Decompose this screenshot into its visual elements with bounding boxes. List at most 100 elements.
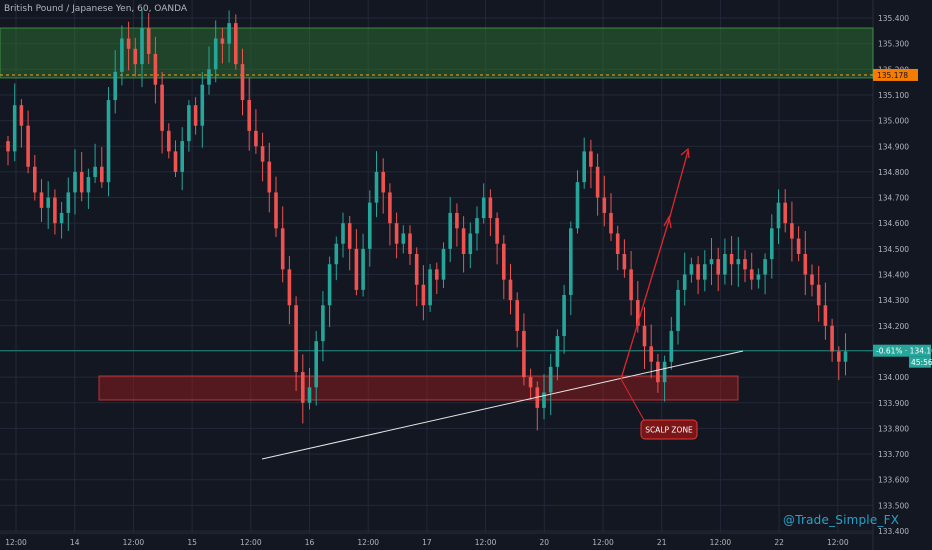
bullish-arrow-line-1 [620, 219, 670, 380]
candle-body [595, 166, 600, 198]
candle-body [334, 243, 339, 265]
candle-body [66, 192, 71, 213]
candle-body [575, 182, 580, 229]
candle-body [33, 166, 37, 193]
candle-body [213, 38, 218, 70]
time-tick-label: 12:00 [827, 538, 849, 547]
price-tick-label: 134.000 [878, 373, 909, 382]
candle-body [555, 336, 560, 367]
price-axis: 135.400135.300135.200135.100135.000134.9… [878, 14, 909, 536]
countdown-label: 45:56 [911, 358, 932, 367]
price-tick-label: 133.500 [878, 501, 909, 510]
candle-body [140, 28, 144, 65]
candle-body [689, 264, 694, 275]
candle-body [227, 23, 231, 44]
candles-layer [6, 9, 848, 431]
price-tick-label: 135.000 [878, 117, 909, 126]
candle-body [729, 253, 734, 265]
candle-body [622, 253, 627, 270]
support-zone [98, 375, 739, 401]
candle-body [522, 330, 526, 378]
candle-body [180, 141, 184, 172]
zone-price-tag [873, 68, 918, 81]
candle-body [153, 53, 158, 85]
candle-body [113, 71, 117, 101]
candle-body [662, 361, 667, 383]
candle-body [609, 212, 613, 234]
zones-layer [0, 27, 874, 401]
scalp-zone-callout [640, 419, 698, 440]
chart-title: British Pound / Japanese Yen, 60, OANDA [4, 4, 188, 14]
resistance-zone [0, 27, 874, 79]
price-tick-label: 133.400 [878, 527, 909, 536]
candle-body [361, 248, 365, 290]
candle-body [790, 223, 794, 239]
candle-body [562, 295, 566, 337]
candle-body [830, 325, 834, 352]
candle-body [703, 264, 707, 280]
candle-body [388, 192, 392, 224]
candle-body [341, 223, 345, 244]
price-tick-label: 135.400 [878, 14, 909, 23]
price-tick-label: 135.300 [878, 40, 909, 49]
candle-body [495, 218, 499, 244]
candle-body [6, 141, 10, 152]
price-tick-label: 134.400 [878, 271, 909, 280]
candle-body [749, 269, 754, 280]
candle-body [816, 284, 821, 306]
time-tick-label: 12:00 [5, 538, 27, 547]
candle-body [656, 361, 660, 383]
time-tick-label: 12:00 [592, 538, 614, 547]
candle-body [401, 233, 406, 244]
candle-body [12, 105, 17, 152]
candle-body [589, 151, 593, 167]
candle-body [602, 197, 607, 213]
candle-body [743, 259, 747, 270]
candle-body [696, 264, 700, 280]
time-tick-label: 12:00 [710, 538, 732, 547]
price-tick-label: 134.700 [878, 194, 909, 203]
candle-body [59, 212, 64, 224]
candle-body [274, 192, 278, 229]
candle-body [254, 130, 258, 147]
candle-body [200, 84, 205, 126]
candle-body [93, 166, 97, 178]
callout-pointer [620, 378, 646, 423]
candle-body [803, 253, 808, 275]
candle-body [187, 105, 191, 142]
time-tick-label: 22 [774, 538, 784, 547]
price-tick-label: 135.100 [878, 91, 909, 100]
drawings-layer: SCALP ZONE [261, 147, 744, 460]
candle-body [79, 171, 84, 193]
candle-body [716, 259, 720, 275]
bullish-arrow-line-2 [668, 150, 689, 221]
candle-body [260, 146, 265, 162]
candle-body [435, 269, 439, 280]
candle-body [569, 228, 573, 296]
last-price-tag [873, 344, 931, 357]
candle-body [240, 64, 245, 101]
candle-body [615, 233, 620, 254]
candle-body [481, 197, 486, 219]
candle-body [100, 166, 104, 183]
candle-body [86, 177, 91, 193]
candle-body [448, 212, 452, 249]
candle-body [301, 371, 305, 403]
candle-body [39, 192, 44, 208]
candle-body [234, 23, 238, 65]
candle-body [394, 223, 399, 244]
candle-body [441, 248, 446, 280]
price-tick-label: 134.500 [878, 245, 909, 254]
zone-price-label: 135.178 [877, 71, 908, 80]
candle-body [629, 269, 633, 301]
candle-body [542, 392, 546, 408]
candle-body [120, 38, 124, 72]
candle-body [736, 259, 741, 265]
candle-body [133, 48, 138, 65]
candle-body [381, 171, 385, 193]
candle-body [709, 259, 714, 265]
candle-body [167, 130, 171, 152]
time-axis: 12:00 14 12:00 15 12:00 16 12:00 17 12:00 20 12:00… [5, 538, 849, 547]
candle-body [642, 325, 647, 347]
